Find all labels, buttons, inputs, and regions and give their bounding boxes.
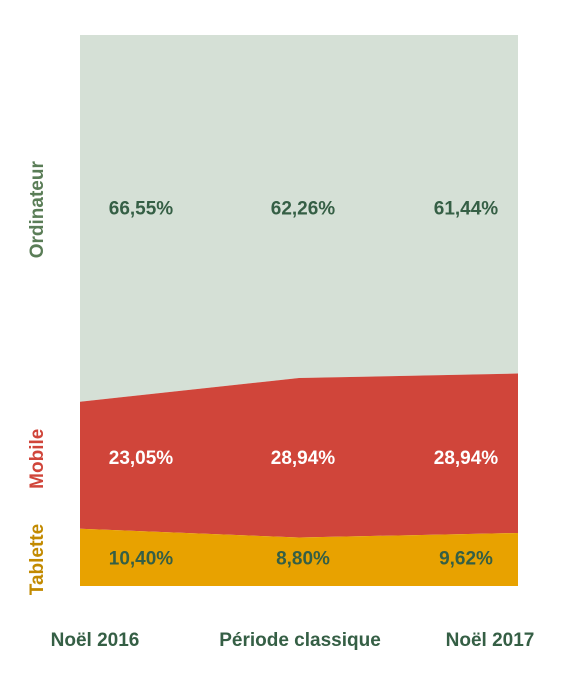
category-label-2: Période classique [219, 630, 381, 651]
series-title-mobile: Mobile [27, 429, 48, 489]
value-label-mobile-3: 28,94% [434, 448, 499, 469]
area-tablette [80, 528, 518, 586]
category-label-1: Noël 2016 [51, 630, 140, 651]
value-label-tablette-3: 9,62% [439, 549, 493, 570]
value-label-tablette-2: 8,80% [276, 549, 330, 570]
category-labels: Noël 2016 Période classique Noël 2017 [51, 630, 535, 651]
value-label-tablette-1: 10,40% [109, 549, 174, 570]
value-label-ordinateur-2: 62,26% [271, 199, 336, 220]
series-titles: Tablette Mobile Ordinateur [27, 161, 48, 596]
value-label-ordinateur-1: 66,55% [109, 199, 174, 220]
chart-areas [80, 35, 518, 586]
category-label-3: Noël 2017 [446, 630, 535, 651]
series-title-tablette: Tablette [27, 524, 48, 595]
area-mobile [80, 373, 518, 538]
value-label-ordinateur-3: 61,44% [434, 199, 499, 220]
area-ordinateur [80, 35, 518, 402]
series-title-ordinateur: Ordinateur [27, 161, 48, 259]
value-label-mobile-2: 28,94% [271, 448, 336, 469]
data-labels: 10,40% 8,80% 9,62% 23,05% 28,94% 28,94% 66,55%… [109, 199, 499, 570]
value-label-mobile-1: 23,05% [109, 448, 174, 469]
